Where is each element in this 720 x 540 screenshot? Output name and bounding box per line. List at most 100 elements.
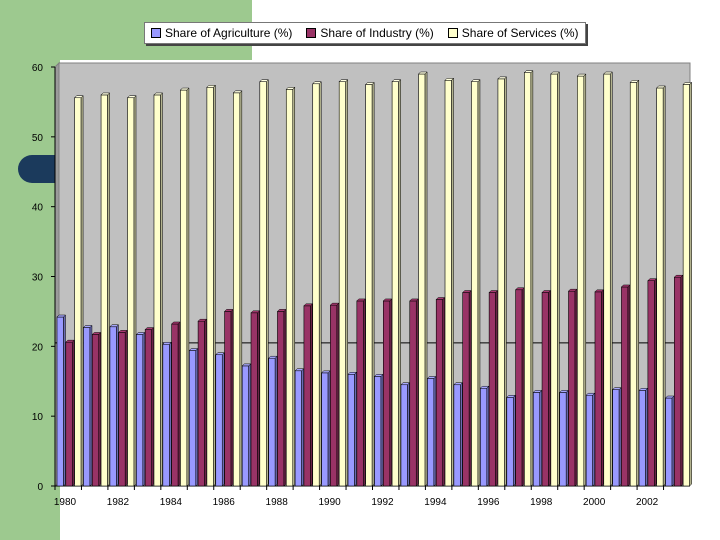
bar-agriculture-1993 [400,382,411,487]
x-tick-label-2000: 2000 [583,497,606,508]
background-green-bar [0,0,60,540]
bar-agriculture-1984 [162,341,172,487]
legend-item-industry: Share of Industry (%) [306,26,434,40]
bar-services-1988 [285,86,296,487]
x-tick-label-2002: 2002 [636,497,659,508]
bar-agriculture-1992 [373,373,384,487]
bar-industry-2002 [647,278,657,487]
bar-industry-1995 [462,289,472,487]
bar-agriculture-2001 [612,387,622,487]
bar-industry-2000 [594,289,605,487]
bar-industry-1998 [541,289,552,487]
bar-services-1993 [417,71,428,487]
bar-services-1987 [259,79,269,487]
bar-agriculture-1986 [215,352,225,487]
bar-industry-1988 [276,308,287,487]
x-tick-label-1982: 1982 [107,497,130,508]
x-tick-label-1998: 1998 [530,497,553,508]
legend-swatch-agriculture [151,28,161,38]
y-tick-label-30: 30 [32,273,44,284]
bar-services-1983 [153,92,164,487]
bar-industry-1996 [488,289,499,487]
bar-industry-1994 [435,296,446,487]
bar-services-1982 [126,95,137,487]
bar-services-1989 [312,81,322,487]
bar-services-1981 [100,92,111,487]
bar-industry-1997 [514,287,525,487]
bar-industry-1987 [250,310,261,487]
legend-swatch-industry [306,28,317,38]
bar-services-1998 [550,71,560,487]
x-tick-label-1996: 1996 [477,497,500,508]
bar-services-1980 [73,95,84,487]
bar-agriculture-2000 [585,392,596,487]
bar-agriculture-2003 [664,395,675,487]
legend-label-services: Share of Services (%) [461,26,579,40]
bar-industry-1980 [65,339,75,487]
bar-industry-1989 [303,303,314,487]
x-tick-label-1988: 1988 [266,497,289,508]
y-tick-label-0: 0 [37,482,43,493]
bar-services-2000 [603,71,613,487]
bar-industry-2001 [620,284,631,487]
y-tick-label-20: 20 [32,342,44,353]
bar-agriculture-1989 [294,368,305,487]
bar-agriculture-1999 [559,389,569,487]
bar-industry-1999 [567,288,578,487]
bar-agriculture-1997 [506,394,516,487]
legend-item-services: Share of Services (%) [447,26,579,40]
bar-agriculture-1981 [82,324,93,487]
legend-label-agriculture: Share of Agriculture (%) [165,26,293,40]
bar-industry-1990 [329,302,340,487]
x-tick-label-1992: 1992 [371,497,394,508]
bar-agriculture-2002 [638,387,649,487]
bar-industry-1985 [197,318,208,487]
bar-industry-1993 [409,298,419,487]
bar-industry-1983 [144,326,155,487]
bar-services-2002 [656,85,666,487]
legend-swatch-services [447,28,458,38]
bar-services-1984 [179,87,190,487]
bar-agriculture-1996 [479,385,490,487]
bar-agriculture-1990 [320,370,331,487]
x-tick-label-1980: 1980 [54,497,77,508]
bar-services-2001 [629,79,640,487]
bar-services-1990 [338,79,349,487]
bar-agriculture-1983 [135,331,146,487]
bar-agriculture-1995 [453,382,463,487]
x-tick-label-1986: 1986 [213,497,236,508]
bar-services-1994 [444,77,455,487]
bar-agriculture-1998 [532,389,543,487]
bar-industry-1991 [356,298,366,487]
bar-services-1992 [391,79,402,487]
bar-agriculture-1985 [188,347,199,487]
bar-industry-1992 [382,298,393,487]
bar-services-1995 [470,79,481,487]
bar-services-1991 [365,81,375,487]
x-tick-label-1990: 1990 [318,497,341,508]
y-tick-label-10: 10 [32,412,44,423]
bar-agriculture-1991 [347,371,358,487]
y-tick-label-50: 50 [32,133,44,144]
legend-item-agriculture: Share of Agriculture (%) [151,26,292,40]
chart-legend: Share of Agriculture (%) Share of Indust… [144,22,586,44]
bar-industry-1982 [118,329,128,487]
bar-industry-1981 [91,331,102,487]
bar-agriculture-1980 [56,314,67,487]
bar-services-2003 [682,81,693,487]
bar-services-1997 [523,69,534,487]
bar-industry-2003 [673,274,684,487]
bar-agriculture-1987 [241,363,252,487]
y-tick-label-60: 60 [32,63,44,74]
bar-services-1985 [206,84,216,487]
x-tick-label-1984: 1984 [160,497,183,508]
x-tick-label-1994: 1994 [424,497,447,508]
bar-agriculture-1994 [426,375,437,487]
y-tick-label-40: 40 [32,203,44,214]
bar-industry-1986 [223,308,234,487]
legend-label-industry: Share of Industry (%) [320,26,434,40]
bar-industry-1984 [171,321,181,487]
bar-agriculture-1982 [109,324,120,487]
bar-agriculture-1988 [268,355,278,487]
